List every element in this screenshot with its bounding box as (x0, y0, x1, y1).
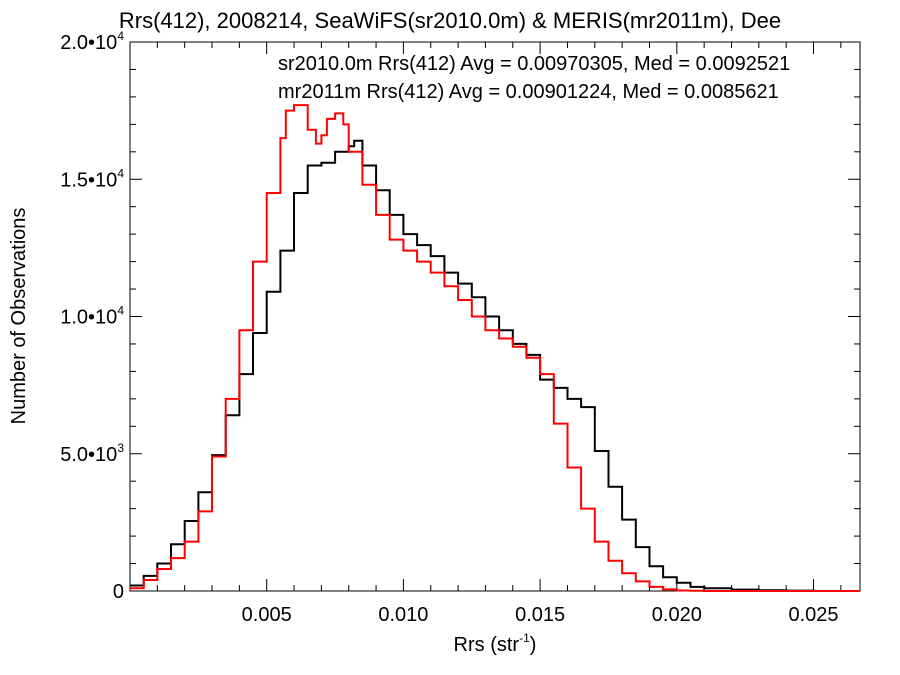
y-tick-label: 0 (113, 581, 124, 603)
x-tick-label: 0.010 (378, 604, 428, 626)
y-axis-ticks: 0 5.0•103 1.0•104 1.5•104 2.0•104 (60, 29, 860, 603)
x-axis-title: Rrs (str-1) (454, 631, 537, 656)
y-tick-label: 1.0•104 (60, 304, 124, 329)
series-mr2011-red-line (130, 104, 860, 592)
y-tick-label: 1.5•104 (60, 166, 124, 191)
y-tick-label: 5.0•103 (60, 441, 124, 466)
x-axis-ticks: 0.005 0.010 0.015 0.020 0.025 (156, 42, 842, 626)
series-group (130, 104, 860, 592)
x-axis-title-sup: -1 (519, 631, 530, 645)
legend-entry-series-1: sr2010.0m Rrs(412) Avg = 0.00970305, Med… (278, 53, 790, 75)
x-axis-title-main: Rrs (str (454, 634, 520, 656)
x-tick-label: 0.025 (788, 604, 838, 626)
y-tick-label: 2.0•104 (60, 29, 124, 54)
legend-entry-series-2: mr2011m Rrs(412) Avg = 0.00901224, Med =… (278, 81, 779, 103)
x-tick-label: 0.020 (652, 604, 702, 626)
x-tick-label: 0.005 (242, 604, 292, 626)
x-axis-title-close: ) (530, 634, 537, 656)
y-axis-title: Number of Observations (8, 208, 30, 425)
x-tick-label: 0.015 (515, 604, 565, 626)
chart-title: Rrs(412), 2008214, SeaWiFS(sr2010.0m) & … (119, 8, 781, 33)
